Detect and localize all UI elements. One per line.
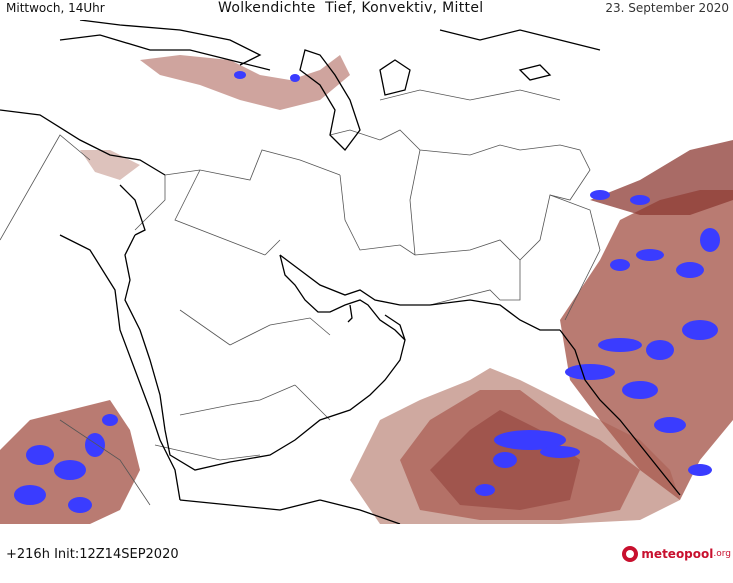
convective-cell [475,484,495,496]
aral-sea [379,59,411,96]
convective-cell [494,430,566,450]
cloud-region-caucasus [140,55,350,110]
convective-cell [676,262,704,278]
convective-cell [700,228,720,252]
mediterranean-coast [0,109,166,176]
convective-cell [14,485,46,505]
arabian-peninsula-coast [124,234,406,471]
convective-cell [540,446,580,458]
convective-cell [598,338,642,352]
convective-cell [26,445,54,465]
map-canvas [0,20,733,524]
turkey-coast [59,34,271,71]
weather-map [0,20,733,524]
convective-cell [646,340,674,360]
convective-cell [630,195,650,205]
india-west-coast [559,329,681,496]
convective-cell [622,381,658,399]
convective-cell [610,259,630,271]
forecast-run-info: +216h Init:12Z14SEP2020 [6,547,179,562]
iran-coast [429,299,560,331]
convective-cell [234,71,246,79]
africa-horn-coast [179,499,321,511]
persian-gulf-north [279,254,430,306]
convective-cell [590,190,610,200]
convective-cell [102,414,118,426]
sinai-coast [119,184,146,236]
coastlines [0,20,681,524]
caspian-sea [299,49,361,151]
convective-cell [68,497,92,513]
convective-cells-layer [14,71,720,513]
cloud-region-himalaya [590,140,733,215]
meteopool-logo[interactable]: meteopool .org [622,542,731,566]
convective-cell [565,364,615,380]
brand-name: meteopool [641,547,714,561]
forecast-date: 23. September 2020 [605,1,729,15]
china-border [439,29,601,51]
convective-cell [682,320,718,340]
forecast-day-time: Mittwoch, 14Uhr [6,1,105,15]
red-sea-west-coast [59,234,181,501]
black-sea [79,20,262,66]
convective-cell [688,464,712,476]
oman-tip [384,314,406,341]
convective-cell [636,249,664,261]
somalia-coast [319,499,401,524]
convective-cell [85,433,105,457]
convective-cell [654,417,686,433]
convective-cell [54,460,86,480]
convective-cell [290,74,300,82]
brand-tld: .org [713,549,731,559]
map-title: Wolkendichte Tief, Konvektiv, Mittel [218,0,484,16]
meteopool-logo-icon [622,546,639,562]
qatar [347,304,353,323]
convective-cell [493,452,517,468]
lake [518,64,552,81]
border-lines [0,89,601,506]
